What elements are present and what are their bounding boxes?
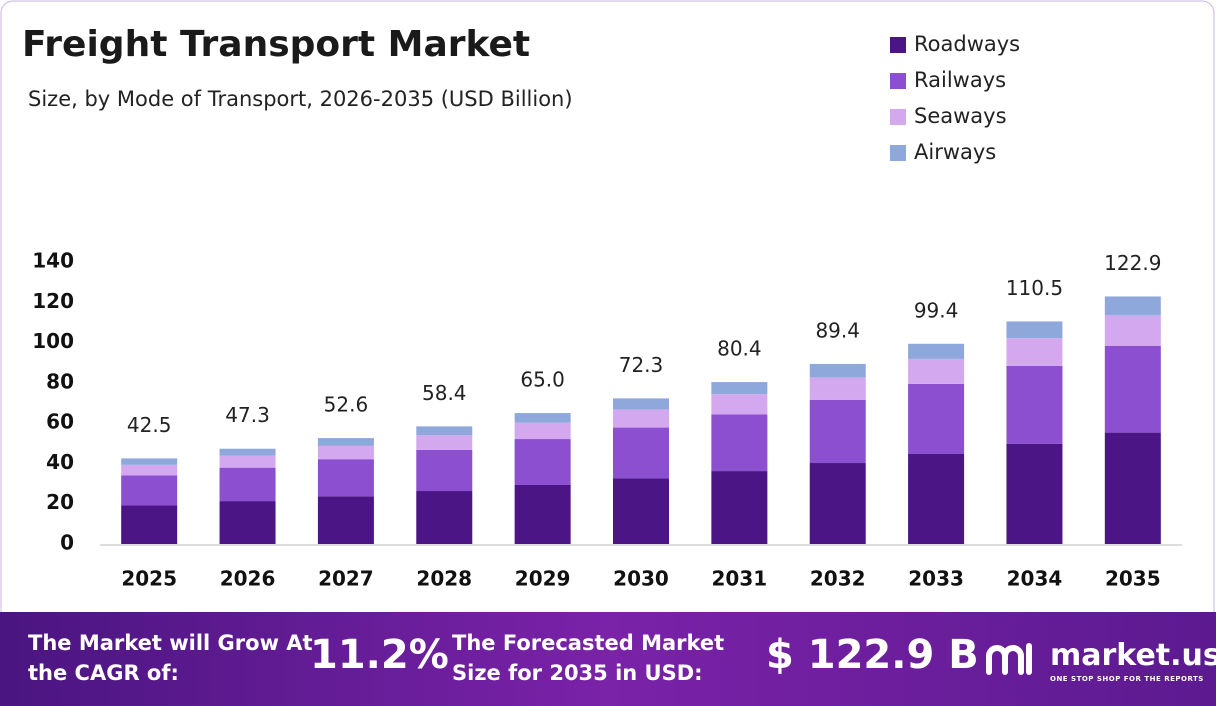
x-tick-label: 2034 <box>1007 567 1063 591</box>
x-tick-label: 2035 <box>1105 567 1161 591</box>
bar-segment <box>613 409 669 428</box>
bar-segment <box>121 464 178 476</box>
total-label: 42.5 <box>127 413 172 437</box>
bar-segment <box>416 449 473 492</box>
bar-segment <box>908 453 965 544</box>
bar-segment <box>219 501 276 544</box>
forecast-value: $ 122.9 B <box>766 632 979 678</box>
y-tick-label: 140 <box>32 249 74 273</box>
bar-segment <box>809 463 866 544</box>
bar-segment <box>416 435 473 450</box>
total-label: 47.3 <box>225 403 270 427</box>
chart: Freight Transport Market Size, by Mode o… <box>0 0 1215 612</box>
cagr-text: The Market will Grow At the CAGR of: <box>28 631 313 685</box>
total-label: 89.4 <box>815 318 860 342</box>
bar-segment <box>219 448 276 456</box>
bar-segment <box>613 398 669 410</box>
bar-segment <box>219 455 276 468</box>
bar-segment <box>711 471 768 544</box>
bar-segment <box>613 478 669 544</box>
y-tick-label: 20 <box>46 490 74 514</box>
legend-label: Seaways <box>914 104 1007 128</box>
y-tick-label: 60 <box>46 410 74 434</box>
bar-segment <box>121 458 178 465</box>
bar-segment <box>121 475 178 506</box>
bar-segment <box>1006 365 1063 444</box>
x-tick-label: 2028 <box>416 567 472 591</box>
bar-segment <box>908 343 965 359</box>
legend-swatch <box>890 109 906 125</box>
total-label: 58.4 <box>422 381 467 405</box>
legend-swatch <box>890 37 906 53</box>
bar-segment <box>219 467 276 502</box>
bar-segment <box>711 382 768 395</box>
chart-title: Freight Transport Market <box>22 24 530 65</box>
bar-segment <box>121 505 178 544</box>
y-tick-label: 80 <box>46 369 74 393</box>
bar-segment <box>809 363 866 378</box>
total-label: 110.5 <box>1006 276 1063 300</box>
legend-label: Airways <box>914 140 996 164</box>
x-tick-label: 2027 <box>318 567 374 591</box>
legend-swatch <box>890 145 906 161</box>
bar-segment <box>514 484 571 544</box>
bar-segment <box>1006 338 1063 366</box>
y-tick-label: 120 <box>32 289 74 313</box>
bar-segment <box>514 422 571 440</box>
bar-segment <box>1104 314 1161 346</box>
x-tick-label: 2025 <box>121 567 177 591</box>
bar-segment <box>908 358 965 384</box>
bar-segment <box>809 399 866 464</box>
bar-segment <box>1006 443 1063 544</box>
forecast-text: The Forecasted Market Size for 2035 in U… <box>452 631 725 685</box>
bar-segment <box>809 377 866 400</box>
bar-segment <box>317 438 374 446</box>
bar-segment <box>1104 432 1161 544</box>
x-tick-label: 2029 <box>515 567 571 591</box>
y-tick-label: 40 <box>46 450 74 474</box>
cagr-value: 11.2% <box>310 632 449 678</box>
chart-subtitle: Size, by Mode of Transport, 2026-2035 (U… <box>28 87 573 111</box>
x-tick-label: 2033 <box>908 567 964 591</box>
bar-segment <box>416 491 473 544</box>
bar-segment <box>1104 345 1161 433</box>
legend-swatch <box>890 73 906 89</box>
bar-segment <box>613 427 669 479</box>
footer-banner: The Market will Grow At the CAGR of: 11.… <box>0 612 1216 706</box>
bar-segment <box>1104 296 1161 315</box>
bar-segment <box>416 426 473 436</box>
bar-segment <box>1006 321 1063 339</box>
x-tick-label: 2031 <box>712 567 768 591</box>
bar-segment <box>514 413 571 423</box>
x-tick-label: 2026 <box>220 567 276 591</box>
x-tick-label: 2032 <box>810 567 866 591</box>
bar-segment <box>317 445 374 460</box>
legend-label: Railways <box>914 68 1006 92</box>
frame <box>0 0 1215 612</box>
y-tick-label: 0 <box>60 531 74 555</box>
logo <box>986 643 1032 675</box>
total-label: 122.9 <box>1104 251 1161 275</box>
total-label: 80.4 <box>717 337 762 361</box>
brand: market.us <box>1050 638 1216 673</box>
total-label: 52.6 <box>324 393 369 417</box>
bar-segment <box>711 414 768 472</box>
y-tick-label: 100 <box>32 329 74 353</box>
tagline: ONE STOP SHOP FOR THE REPORTS <box>1050 675 1204 683</box>
bar-segment <box>514 439 571 485</box>
bar-segment <box>317 496 374 544</box>
legend-label: Roadways <box>914 32 1020 56</box>
bar-segment <box>317 459 374 497</box>
x-tick-label: 2030 <box>613 567 669 591</box>
total-label: 72.3 <box>619 353 664 377</box>
total-label: 99.4 <box>914 298 959 322</box>
bar-segment <box>711 394 768 415</box>
total-label: 65.0 <box>520 368 565 392</box>
bar-segment <box>908 383 965 454</box>
